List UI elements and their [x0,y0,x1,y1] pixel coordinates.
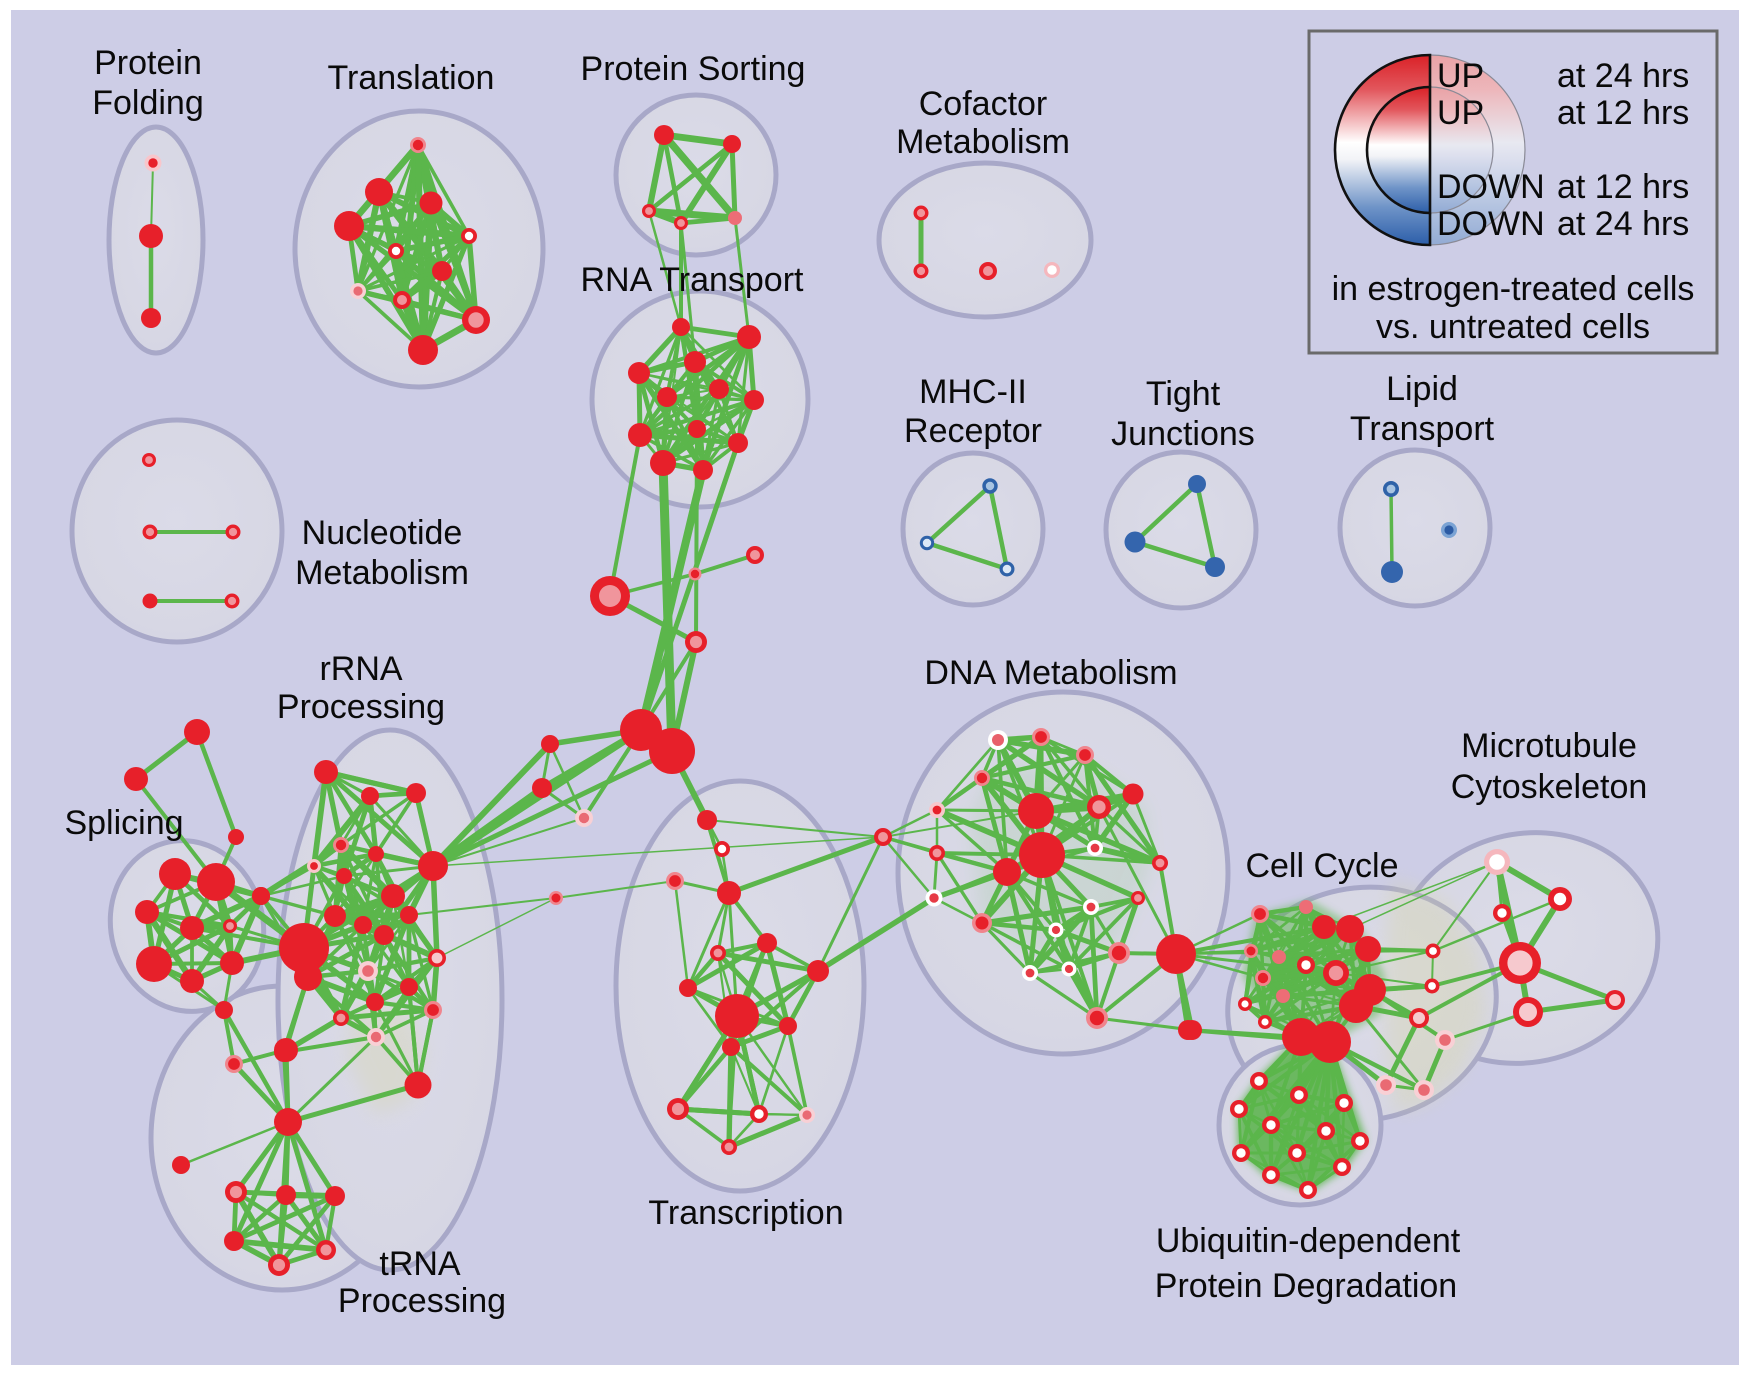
svg-text:at 12 hrs: at 12 hrs [1557,168,1689,206]
svg-text:RNA Transport: RNA Transport [581,261,805,299]
svg-text:Transport: Transport [1350,410,1495,448]
svg-text:Cell Cycle: Cell Cycle [1245,847,1398,885]
svg-text:MHC-II: MHC-II [919,373,1027,411]
svg-text:Translation: Translation [328,59,495,97]
svg-text:Protein Sorting: Protein Sorting [581,50,806,88]
svg-text:Receptor: Receptor [904,412,1042,450]
svg-text:Cofactor: Cofactor [919,85,1048,123]
svg-text:Junctions: Junctions [1111,415,1255,453]
svg-text:Folding: Folding [92,84,204,122]
svg-text:in estrogen-treated cells: in estrogen-treated cells [1332,270,1695,308]
svg-text:DNA Metabolism: DNA Metabolism [924,654,1177,692]
svg-text:Processing: Processing [338,1282,506,1320]
svg-text:Processing: Processing [277,688,445,726]
svg-text:DOWN: DOWN [1437,168,1545,206]
svg-text:Protein Degradation: Protein Degradation [1155,1267,1457,1305]
svg-text:DOWN: DOWN [1437,205,1545,243]
svg-text:at 24 hrs: at 24 hrs [1557,57,1689,95]
svg-text:at 24 hrs: at 24 hrs [1557,205,1689,243]
svg-text:Nucleotide: Nucleotide [302,514,463,552]
svg-text:Microtubule: Microtubule [1461,727,1637,765]
svg-text:Protein: Protein [94,44,202,82]
svg-text:Metabolism: Metabolism [896,123,1070,161]
svg-text:Splicing: Splicing [64,804,183,842]
svg-text:Lipid: Lipid [1386,370,1458,408]
svg-text:UP: UP [1437,57,1484,95]
svg-text:vs. untreated cells: vs. untreated cells [1376,308,1650,346]
svg-text:Tight: Tight [1146,375,1221,413]
svg-text:rRNA: rRNA [319,650,402,688]
svg-text:Ubiquitin-dependent: Ubiquitin-dependent [1156,1222,1461,1260]
svg-text:UP: UP [1437,94,1484,132]
svg-text:tRNA: tRNA [379,1245,461,1283]
svg-text:at 12 hrs: at 12 hrs [1557,94,1689,132]
svg-text:Metabolism: Metabolism [295,554,469,592]
svg-text:Cytoskeleton: Cytoskeleton [1451,768,1648,806]
svg-text:Transcription: Transcription [648,1194,843,1232]
